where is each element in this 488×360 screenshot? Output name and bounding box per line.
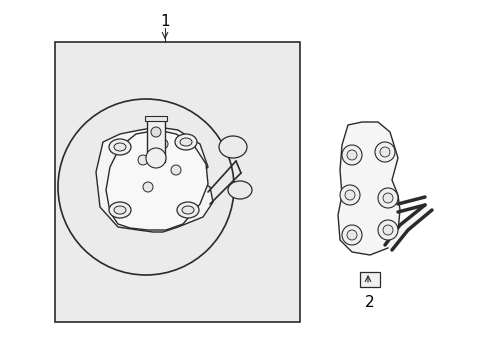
Circle shape (374, 142, 394, 162)
Polygon shape (384, 205, 431, 250)
Ellipse shape (114, 206, 126, 214)
Circle shape (151, 127, 161, 137)
Ellipse shape (182, 206, 194, 214)
Circle shape (339, 185, 359, 205)
Bar (55, 42, 299, 322)
Circle shape (341, 145, 361, 165)
Ellipse shape (177, 202, 199, 218)
Circle shape (158, 139, 168, 149)
Text: 1: 1 (160, 14, 169, 30)
Circle shape (142, 182, 153, 192)
Circle shape (58, 99, 234, 275)
Circle shape (146, 148, 165, 168)
Circle shape (379, 147, 389, 157)
Ellipse shape (219, 136, 246, 158)
Circle shape (382, 193, 392, 203)
Circle shape (346, 150, 356, 160)
Polygon shape (337, 122, 399, 255)
Circle shape (377, 220, 397, 240)
Bar (145, 116, 167, 121)
Circle shape (345, 190, 354, 200)
Text: 2: 2 (365, 295, 374, 310)
Circle shape (346, 230, 356, 240)
Bar (359, 272, 379, 287)
Polygon shape (106, 130, 207, 230)
Ellipse shape (175, 134, 197, 150)
Ellipse shape (109, 139, 131, 155)
Circle shape (377, 188, 397, 208)
Circle shape (138, 155, 148, 165)
Circle shape (382, 225, 392, 235)
Ellipse shape (109, 202, 131, 218)
Ellipse shape (114, 143, 126, 151)
Bar (147, 120, 164, 162)
Circle shape (171, 165, 181, 175)
Ellipse shape (227, 181, 251, 199)
Ellipse shape (180, 138, 192, 146)
Polygon shape (96, 127, 213, 232)
Circle shape (341, 225, 361, 245)
